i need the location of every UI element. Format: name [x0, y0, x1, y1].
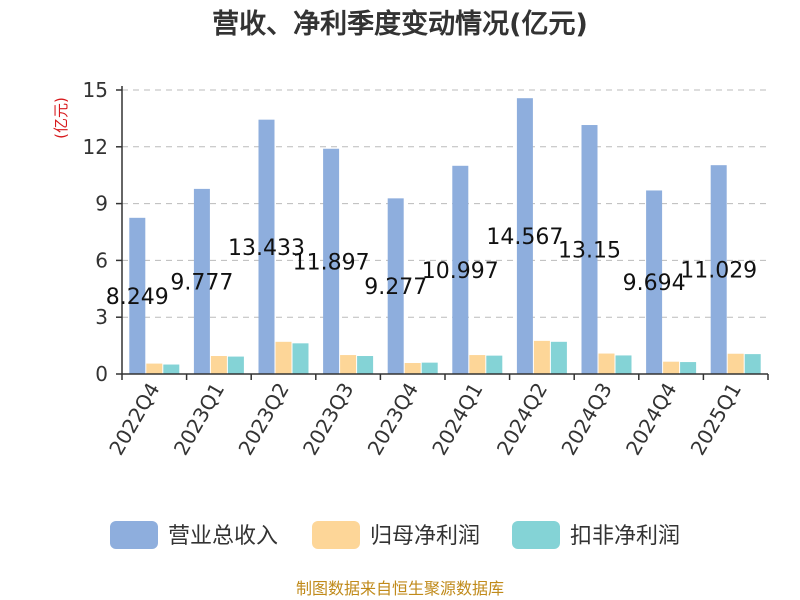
x-tick-labels: 2022Q4 2023Q1 2023Q2 2023Q3 2023Q4 2024Q1 2024… [104, 379, 746, 460]
bar-series-0 [581, 125, 598, 374]
legend-label: 扣非净利润 [570, 524, 680, 549]
bar-series-2 [744, 354, 761, 374]
bars [129, 98, 761, 375]
y-tick-label: 9 [95, 192, 108, 216]
x-tick-label: 2022Q4 [104, 379, 164, 460]
bar-series-2 [227, 356, 244, 374]
x-tick-label: 2024Q4 [621, 379, 681, 460]
legend-label: 归母净利润 [370, 524, 480, 549]
legend: 营业总收入 归母净利润 扣非净利润 [110, 521, 680, 549]
bar-series-0 [646, 190, 663, 374]
x-tick-label: 2023Q4 [363, 379, 423, 460]
y-axis-label: (亿元) [52, 97, 70, 139]
bar-series-1 [663, 361, 680, 374]
y-tick-label: 0 [95, 362, 108, 386]
bar-series-1 [598, 353, 615, 374]
bar-series-2 [357, 356, 374, 374]
bar-series-1 [146, 363, 163, 374]
y-tick-label: 6 [95, 248, 108, 272]
x-tick-label: 2023Q3 [298, 379, 358, 460]
legend-swatch [512, 521, 560, 549]
data-label: 13.15 [558, 239, 621, 264]
grid-lines [122, 89, 768, 318]
chart-title: 营收、净利季度变动情况(亿元) [212, 8, 588, 40]
bar-series-2 [486, 355, 503, 374]
y-tick-label: 3 [95, 305, 108, 329]
bar-series-0 [452, 165, 469, 374]
bar-series-1 [727, 353, 744, 374]
data-label: 14.567 [486, 225, 563, 250]
source-note: 制图数据来自恒生聚源数据库 [296, 579, 504, 598]
x-tick-label: 2023Q1 [169, 379, 229, 460]
axes [116, 86, 769, 380]
x-tick-label: 2024Q1 [427, 379, 487, 460]
data-label: 8.249 [106, 285, 169, 310]
data-labels: 8.2499.77713.43311.8979.27710.99714.5671… [106, 225, 757, 310]
bar-series-1 [404, 363, 421, 374]
x-tick-label: 2023Q2 [233, 379, 293, 460]
x-tick-label: 2025Q1 [686, 379, 746, 460]
data-label: 9.777 [170, 270, 233, 295]
bar-series-1 [340, 355, 357, 374]
data-label: 11.897 [293, 250, 370, 275]
bar-series-0 [193, 188, 210, 374]
data-label: 10.997 [422, 259, 499, 284]
bar-series-0 [323, 148, 340, 374]
bar-series-0 [516, 98, 533, 375]
y-tick-labels: 0 3 6 9 12 15 [83, 78, 108, 386]
bar-series-1 [533, 340, 550, 374]
legend-swatch [110, 521, 158, 549]
bar-series-2 [163, 364, 180, 374]
y-tick-label: 15 [83, 78, 108, 102]
bar-series-0 [258, 119, 275, 374]
bar-series-2 [550, 341, 567, 374]
bar-series-0 [129, 217, 146, 374]
bar-series-0 [710, 165, 727, 374]
bar-series-2 [421, 362, 438, 374]
legend-label: 营业总收入 [168, 524, 278, 549]
bar-series-1 [275, 341, 292, 374]
bar-series-2 [615, 355, 632, 374]
legend-swatch [312, 521, 360, 549]
bar-series-1 [210, 356, 227, 374]
x-tick-label: 2024Q3 [556, 379, 616, 460]
bar-series-0 [387, 198, 404, 374]
data-label: 13.433 [228, 236, 305, 261]
data-label: 9.694 [623, 271, 686, 296]
data-label: 11.029 [680, 259, 757, 284]
bar-series-2 [680, 362, 697, 374]
bar-series-2 [292, 343, 309, 374]
y-tick-label: 12 [83, 135, 108, 159]
x-tick-label: 2024Q2 [492, 379, 552, 460]
bar-series-1 [469, 355, 486, 374]
data-label: 9.277 [364, 275, 427, 300]
